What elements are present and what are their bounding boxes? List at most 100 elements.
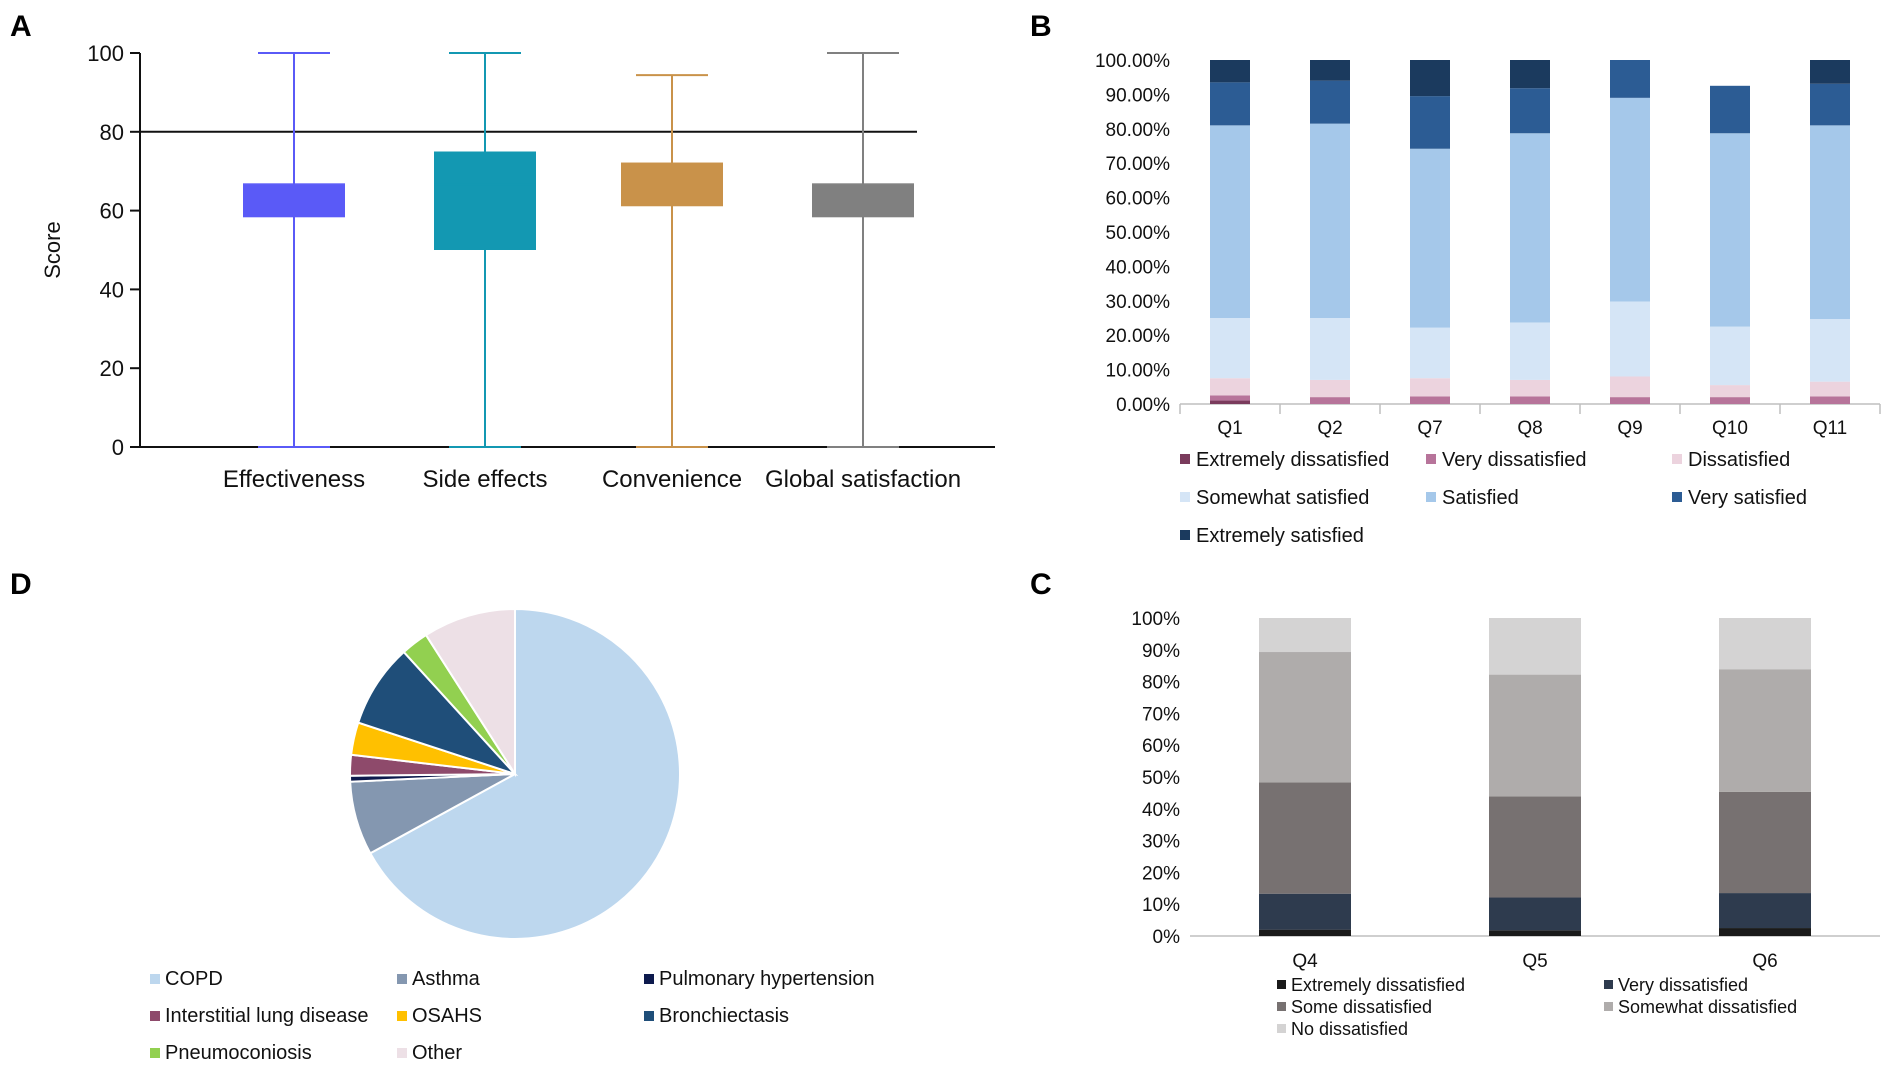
y-tick-label: 10.00%: [1106, 361, 1171, 382]
y-tick-label: 30%: [1142, 832, 1180, 853]
bar-segment-dissatisfied: [1310, 379, 1350, 398]
y-tick-label: 30.00%: [1106, 292, 1171, 313]
legend-label-pulmonary-hypertension: Pulmonary hypertension: [659, 968, 875, 990]
y-tick-label: 90.00%: [1106, 85, 1171, 106]
box-side-effects: [434, 52, 536, 448]
bar-segment-dissatisfied: [1210, 378, 1250, 396]
bar-segment-no-dissatisfied: [1719, 618, 1811, 670]
y-tick-label: 0.00%: [1116, 395, 1170, 416]
bar-segment-very-dissatisfied: [1259, 893, 1351, 930]
bar-segment-extremely-dissatisfied: [1489, 930, 1581, 936]
x-category-label: Global satisfaction: [765, 466, 961, 493]
legend-label-extremely-satisfied: Extremely satisfied: [1196, 525, 1364, 547]
legend-label-extremely-dissatisfied: Extremely dissatisfied: [1196, 449, 1389, 471]
legend-swatch-dissatisfied: [1672, 454, 1682, 464]
bar-segment-somewhat-dissatisfied: [1259, 652, 1351, 783]
box-global-satisfaction: [812, 52, 914, 448]
bar-segment-some-dissatisfied: [1719, 791, 1811, 894]
legend-label-dissatisfied: Dissatisfied: [1688, 449, 1790, 471]
bar-segment-very-dissatisfied: [1810, 396, 1850, 404]
panel-c-stacked-bar: 0% 10% 20% 30% 40% 50% 60% 70% 80% 90% 100% Q4 Q5 Q6 E…: [1131, 609, 1880, 1039]
legend-label-extremely-dissatisfied: Extremely dissatisfied: [1291, 975, 1465, 995]
y-tick-label: 40.00%: [1106, 257, 1171, 278]
bar-segment-extremely-satisfied: [1210, 60, 1250, 83]
legend-label-osahs: OSAHS: [412, 1005, 482, 1027]
bar-segment-extremely-satisfied: [1510, 60, 1550, 89]
y-tick-label: 60: [100, 199, 124, 224]
bar-segment-somewhat-dissatisfied: [1489, 674, 1581, 797]
y-tick-label: 40%: [1142, 800, 1180, 821]
iqr-box: [812, 184, 914, 218]
bar-segment-satisfied: [1210, 125, 1250, 318]
x-category-label: Q1: [1217, 418, 1242, 439]
legend-label-pneumoconiosis: Pneumoconiosis: [165, 1042, 312, 1064]
y-tick-label: 60.00%: [1106, 189, 1171, 210]
bar-segment-very-satisfied: [1310, 80, 1350, 124]
bar-segment-satisfied: [1610, 97, 1650, 302]
legend-label-other: Other: [412, 1042, 462, 1064]
panel-letter-a: A: [10, 10, 32, 43]
bar-segment-dissatisfied: [1410, 378, 1450, 397]
bar-segment-satisfied: [1810, 125, 1850, 320]
bar-segment-very-dissatisfied: [1210, 395, 1250, 401]
legend-swatch-asthma: [397, 974, 407, 984]
bar-segment-extremely-dissatisfied: [1719, 928, 1811, 936]
legend-swatch-some-dissatisfied: [1277, 1002, 1286, 1011]
y-tick-label: 100: [87, 41, 124, 66]
y-tick-label: 80: [100, 120, 124, 145]
bar-q2: [1310, 60, 1350, 404]
y-tick-label: 80.00%: [1106, 120, 1171, 141]
panel-letter-c: C: [1030, 568, 1052, 601]
bar-segment-very-dissatisfied: [1610, 397, 1650, 404]
iqr-box: [434, 151, 536, 250]
x-category-label: Q6: [1752, 951, 1777, 972]
bar-segment-extremely-dissatisfied: [1259, 929, 1351, 936]
bar-segment-satisfied: [1510, 133, 1550, 323]
bar-segment-some-dissatisfied: [1259, 782, 1351, 894]
bar-segment-very-dissatisfied: [1410, 396, 1450, 404]
bar-segment-no-dissatisfied: [1259, 618, 1351, 653]
bar-segment-satisfied: [1410, 148, 1450, 328]
bar-q5: [1489, 618, 1581, 936]
y-tick-label: 0: [112, 435, 124, 460]
bar-segment-extremely-satisfied: [1310, 60, 1350, 81]
panel-letter-d: D: [10, 568, 32, 601]
x-category-label: Q7: [1417, 418, 1442, 439]
bar-q11: [1810, 60, 1850, 404]
bar-segment-extremely-satisfied: [1410, 60, 1450, 97]
y-tick-label: 40: [100, 277, 124, 302]
iqr-box: [243, 184, 345, 218]
legend-swatch-pulmonary-hypertension: [644, 974, 654, 984]
panel-letter-b: B: [1030, 10, 1052, 43]
y-tick-label: 0%: [1153, 927, 1181, 948]
bar-segment-very-satisfied: [1710, 85, 1750, 134]
y-axis-label: Score: [40, 221, 65, 278]
y-tick-label: 20%: [1142, 863, 1180, 884]
legend-swatch-very-dissatisfied: [1426, 454, 1436, 464]
legend-swatch-somewhat-dissatisfied: [1604, 1002, 1613, 1011]
legend-label-interstitial-lung-disease: Interstitial lung disease: [165, 1005, 368, 1027]
bar-q10: [1710, 85, 1750, 404]
legend-swatch-extremely-satisfied: [1180, 530, 1190, 540]
bar-segment-no-dissatisfied: [1489, 618, 1581, 675]
bar-segment-some-dissatisfied: [1489, 796, 1581, 898]
bar-q6: [1719, 618, 1811, 936]
panel-a-boxplot: 0 20 40 60 80 100 Score Effectiveness Side effec…: [40, 41, 995, 493]
panel-d-pie: COPD Asthma Pulmonary hypertension Intersti…: [150, 607, 875, 1064]
legend-swatch-satisfied: [1426, 492, 1436, 502]
bar-q8: [1510, 60, 1550, 404]
bar-segment-very-dissatisfied: [1719, 893, 1811, 929]
y-tick-label: 80%: [1142, 673, 1180, 694]
bar-q1: [1210, 60, 1250, 404]
legend-swatch-other: [397, 1048, 407, 1058]
y-tick-label: 70.00%: [1106, 154, 1171, 175]
x-category-label: Effectiveness: [223, 466, 365, 493]
bar-segment-very-satisfied: [1210, 82, 1250, 126]
bar-segment-extremely-dissatisfied: [1210, 400, 1250, 404]
bar-segment-somewhat-dissatisfied: [1719, 669, 1811, 792]
x-category-label: Q11: [1813, 418, 1848, 439]
y-tick-label: 90%: [1142, 641, 1180, 662]
y-tick-label: 70%: [1142, 704, 1180, 725]
legend-swatch-osahs: [397, 1011, 407, 1021]
